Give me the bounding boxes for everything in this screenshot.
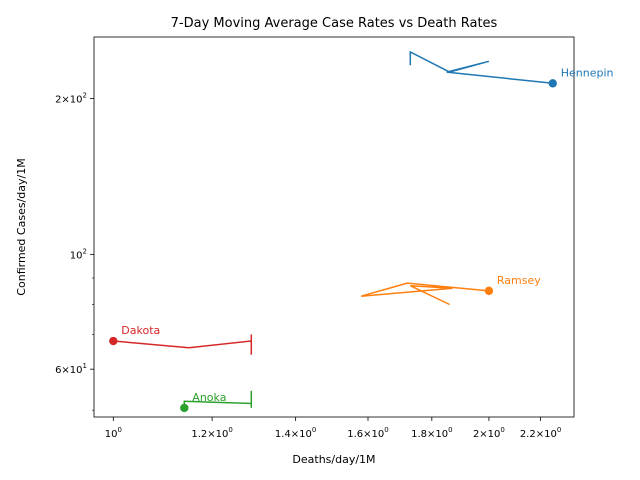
x-tick-label-2-exp: 0 [312,426,316,434]
series-layer: Hennepin Ramsey Dakota Anoka [109,50,614,413]
series-endpoint-hennepin [548,79,557,88]
x-tick-label-4-exp: 0 [448,426,452,434]
x-tick-label-5-base: 2×10 [473,429,500,440]
series-line-ramsey [360,282,489,306]
y-tick-label-2: 2×102 [55,92,87,106]
x-tick-label-1: 1.2×100 [191,426,232,440]
x-tick-label-0-exp: 0 [117,426,121,434]
series-label-ramsey: Ramsey [497,274,541,287]
y-tick-label-1-base: 10 [70,250,83,261]
plot-frame [93,36,575,418]
x-tick-label-0-base: 10 [105,429,118,440]
x-tick-label-6-base: 2.2×10 [520,429,557,440]
chart-title: 7-Day Moving Average Case Rates vs Death… [171,16,498,31]
series-label-dakota: Dakota [121,324,160,337]
x-axis-label: Deaths/day/1M [292,453,375,466]
x-tick-label-2-base: 1.4×10 [275,429,312,440]
series-label-anoka: Anoka [192,391,226,404]
y-tick-label-1-exp: 2 [83,247,87,255]
x-tick-label-5-exp: 0 [500,426,504,434]
x-tick-label-6: 2.2×100 [520,426,561,440]
x-tick-label-3-exp: 0 [384,426,388,434]
x-tick-label-0: 100 [105,426,122,440]
x-axis: 100 1.2×100 1.4×100 1.6×100 1.8×100 2×100 2.2×… [105,417,561,440]
y-axis-label: Confirmed Cases/day/1M [15,158,28,295]
x-tick-label-3-base: 1.6×10 [347,429,384,440]
series-line-hennepin [409,50,553,85]
y-tick-label-2-base: 2×10 [55,95,82,106]
series-label-hennepin: Hennepin [561,66,614,79]
series-endpoint-ramsey [484,286,494,296]
series-endpoint-anoka [180,403,189,413]
x-tick-label-4-base: 1.8×10 [411,429,448,440]
y-tick-label-0: 6×101 [55,362,87,376]
x-tick-label-3: 1.6×100 [347,426,388,440]
x-tick-label-4: 1.8×100 [411,426,452,440]
x-tick-label-5: 2×100 [473,426,505,440]
x-tick-label-1-base: 1.2×10 [191,429,228,440]
series-endpoint-dakota [109,336,118,346]
series-line-dakota [113,334,253,355]
y-tick-label-1: 102 [70,247,87,261]
x-tick-label-6-exp: 0 [557,426,561,434]
x-tick-label-1-exp: 0 [228,426,232,434]
y-tick-label-0-exp: 1 [83,362,87,370]
y-tick-label-2-exp: 2 [83,92,87,100]
x-tick-label-2: 1.4×100 [275,426,316,440]
y-tick-label-0-base: 6×10 [55,365,82,376]
